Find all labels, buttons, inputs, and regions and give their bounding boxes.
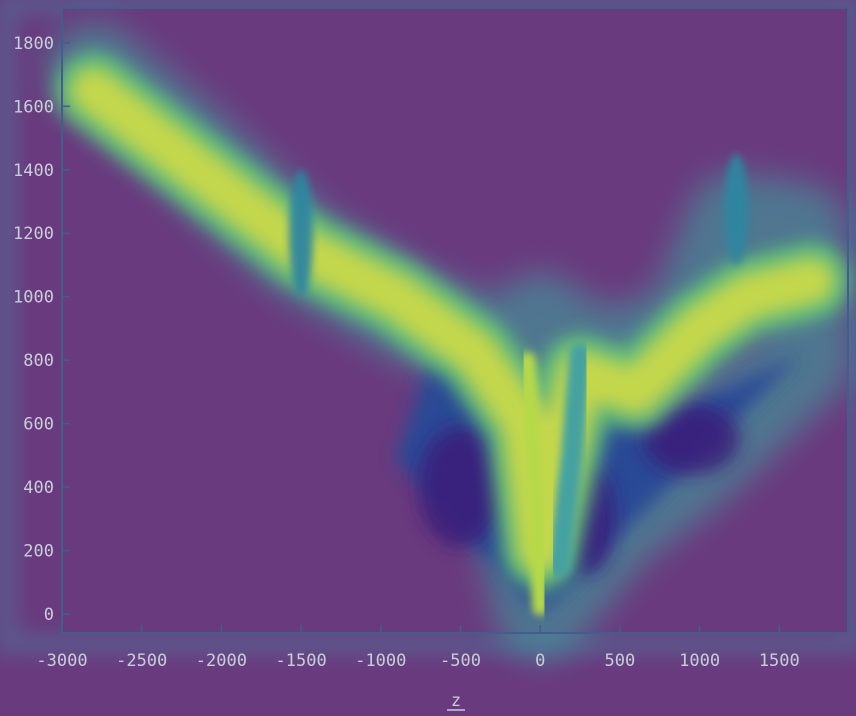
heatmap-layer <box>47 22 853 660</box>
low-value-core <box>643 404 740 475</box>
y-tick-label: 400 <box>23 478 54 498</box>
x-tick-label: -2500 <box>116 651 167 671</box>
x-tick-label: 1000 <box>679 651 720 671</box>
y-tick-label: 0 <box>44 605 54 625</box>
low-value-core <box>418 427 503 548</box>
y-axis: 0 200 400 600 800 1000 1200 1400 1600 1800 <box>13 34 70 625</box>
plot-frame <box>61 7 849 634</box>
y-tick-label: 1000 <box>13 288 54 308</box>
x-tick-label: -500 <box>440 651 481 671</box>
x-axis-label: z <box>451 691 461 711</box>
x-tick-label: -3000 <box>36 651 87 671</box>
x-axis: -3000 -2500 -2000 -1500 -1000 -500 0 500 1000 150… <box>36 625 800 671</box>
x-tick-label: 500 <box>605 651 636 671</box>
x-tick-label: 1500 <box>759 651 800 671</box>
y-tick-label: 1600 <box>13 97 54 117</box>
y-tick-label: 800 <box>23 351 54 371</box>
y-tick-label: 600 <box>23 415 54 435</box>
y-tick-label: 200 <box>23 542 54 562</box>
y-tick-label: 1400 <box>13 161 54 181</box>
y-tick-label: 1800 <box>13 34 54 54</box>
x-tick-label: 0 <box>535 651 545 671</box>
isolated-streak <box>724 153 749 265</box>
x-tick-label: -2000 <box>196 651 247 671</box>
central-ridge <box>519 352 549 616</box>
outer-glow <box>0 0 856 655</box>
right-ridge <box>548 342 592 578</box>
x-tick-label: -1500 <box>276 651 327 671</box>
x-tick-label: -1000 <box>355 651 406 671</box>
isolated-streak <box>289 169 314 297</box>
y-tick-label: 1200 <box>13 224 54 244</box>
